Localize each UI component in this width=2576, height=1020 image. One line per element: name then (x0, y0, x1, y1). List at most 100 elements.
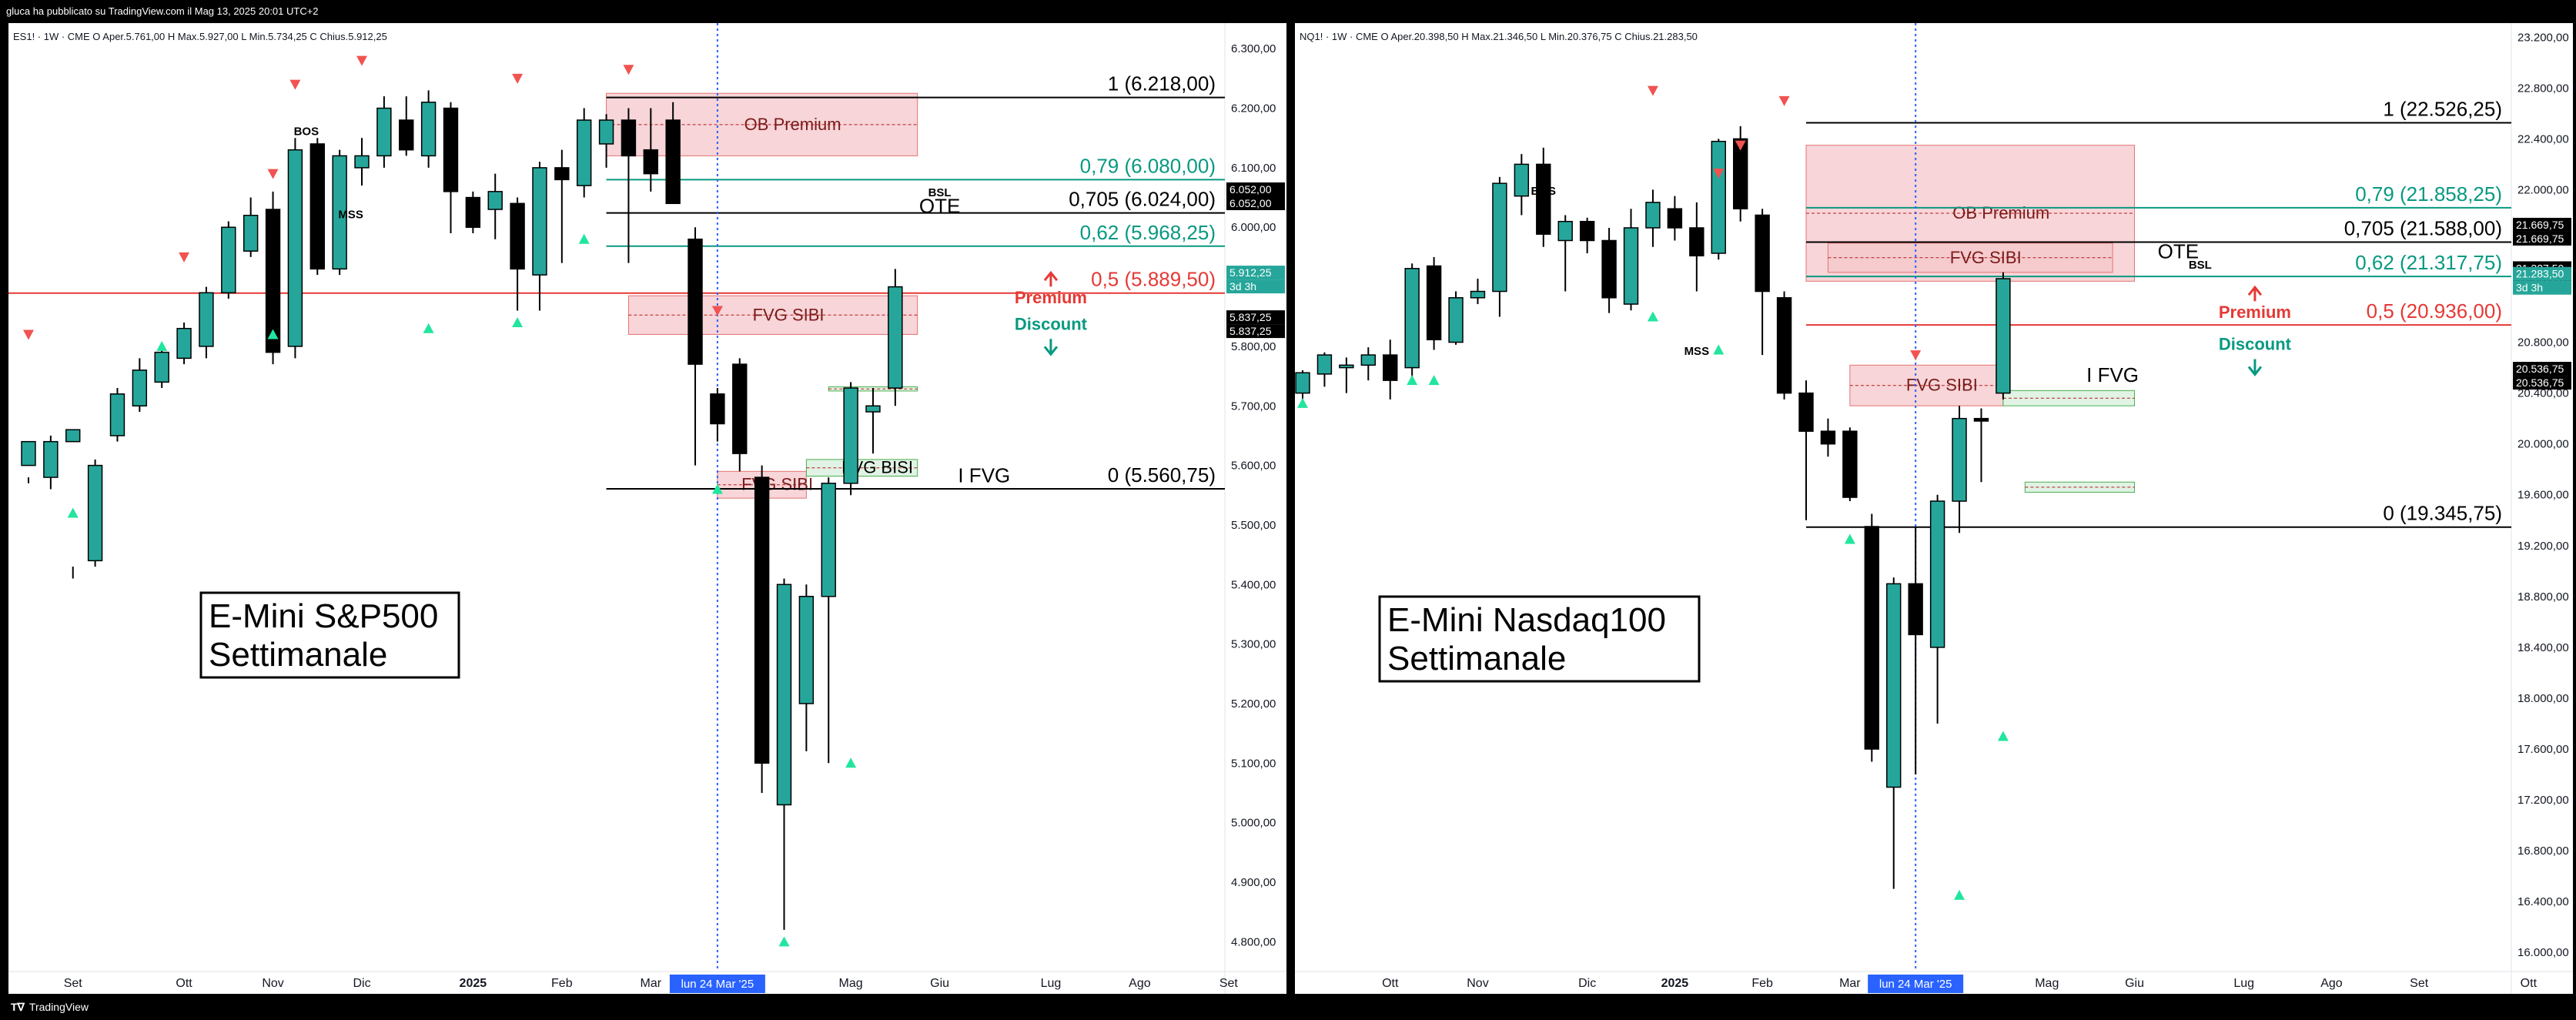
time-tick-label: Set (2410, 977, 2429, 990)
candle[interactable] (1776, 297, 1792, 394)
candle[interactable] (1886, 583, 1902, 788)
candle[interactable] (865, 405, 881, 413)
candle[interactable] (1820, 430, 1836, 445)
candle[interactable] (487, 191, 503, 210)
price-tick-label: 18.800,00 (2517, 590, 2569, 604)
price-tick-label: 23.200,00 (2517, 31, 2569, 44)
candle[interactable] (1404, 268, 1420, 369)
candle[interactable] (821, 483, 836, 597)
candle[interactable] (1492, 182, 1507, 293)
candle[interactable] (309, 143, 325, 270)
candle[interactable] (1295, 372, 1310, 394)
candle[interactable] (287, 149, 303, 347)
fib-label-2: 0,705 (6.024,00) (1069, 188, 1216, 211)
candle[interactable] (332, 155, 347, 270)
price-label-bg (1226, 266, 1285, 280)
candle[interactable] (621, 119, 637, 157)
candle[interactable] (1426, 265, 1442, 341)
candle[interactable] (1383, 354, 1398, 381)
candle[interactable] (1996, 278, 2011, 394)
candle[interactable] (199, 292, 214, 347)
candle[interactable] (443, 107, 459, 192)
candle[interactable] (532, 167, 547, 276)
candle[interactable] (1514, 163, 1530, 197)
zone-2[interactable] (1849, 364, 2004, 406)
candle[interactable] (1952, 417, 1967, 502)
candle[interactable] (1470, 290, 1486, 299)
chart-nq[interactable]: NQ1! · 1W · CME O Aper.20.398,50 H Max.2… (1295, 23, 2573, 994)
candle[interactable] (1316, 354, 1333, 375)
candle[interactable] (598, 119, 614, 145)
zone-label-2: FVG SIBI (741, 475, 813, 494)
candle[interactable] (376, 107, 392, 157)
candle[interactable] (754, 477, 770, 764)
price-tick-label: 19.600,00 (2517, 489, 2569, 502)
candle[interactable] (710, 393, 725, 425)
candle[interactable] (132, 370, 148, 407)
chart-es[interactable]: ES1! · 1W · CME O Aper.5.761,00 H Max.5.… (8, 23, 1286, 994)
candle[interactable] (1842, 430, 1858, 498)
candle[interactable] (465, 196, 481, 228)
annotation-mss: MSS (338, 209, 363, 222)
candle[interactable] (510, 202, 525, 270)
candle[interactable] (21, 440, 36, 467)
chart-panel-es[interactable]: ES1! · 1W · CME O Aper.5.761,00 H Max.5.… (8, 23, 1286, 994)
price-tick-label: 16.400,00 (2517, 895, 2569, 908)
candle[interactable] (354, 155, 370, 169)
candle[interactable] (1448, 297, 1464, 343)
candle[interactable] (1908, 583, 1923, 636)
candle[interactable] (1667, 208, 1683, 229)
candle[interactable] (1973, 417, 1989, 422)
candle[interactable] (732, 363, 748, 454)
swing-low-marker (423, 323, 434, 333)
candle[interactable] (420, 102, 437, 157)
candle[interactable] (1929, 500, 1945, 648)
candle[interactable] (776, 584, 792, 806)
candle[interactable] (243, 215, 259, 252)
candle[interactable] (65, 429, 81, 443)
candle[interactable] (1623, 227, 1639, 305)
candle[interactable] (1732, 138, 1748, 209)
candle[interactable] (1579, 220, 1595, 242)
tradingview-logo-icon: T∇ (11, 1001, 25, 1013)
price-label: 21.283,50 (2516, 268, 2564, 280)
candle[interactable] (1339, 364, 1354, 369)
candle[interactable] (1557, 220, 1573, 242)
candle[interactable] (1864, 526, 1880, 750)
candle[interactable] (554, 167, 570, 181)
candle[interactable] (265, 209, 281, 353)
candle[interactable] (1601, 239, 1617, 299)
time-tick-label: Giu (930, 977, 949, 990)
candle[interactable] (176, 327, 192, 360)
swing-low-marker (1713, 344, 1725, 355)
candle[interactable] (43, 440, 59, 478)
candle[interactable] (1360, 354, 1377, 366)
candle[interactable] (221, 226, 236, 294)
candle[interactable] (643, 149, 659, 175)
zone-label-1: FVG SIBI (1950, 248, 2022, 267)
price-tick-label: 5.700,00 (1231, 400, 1276, 413)
crosshair-label-bg (669, 975, 765, 993)
candle[interactable] (888, 286, 903, 389)
candle[interactable] (1689, 227, 1705, 257)
candle[interactable] (154, 351, 169, 383)
candle[interactable] (109, 393, 125, 436)
panel-divider[interactable] (1286, 23, 1295, 994)
candle[interactable] (798, 595, 815, 704)
candle[interactable] (87, 464, 103, 562)
candle[interactable] (1536, 163, 1551, 235)
candle[interactable] (843, 387, 858, 484)
candle[interactable] (399, 119, 414, 151)
chart-panel-nq[interactable]: NQ1! · 1W · CME O Aper.20.398,50 H Max.2… (1295, 23, 2573, 994)
candle[interactable] (687, 238, 703, 365)
candle[interactable] (1798, 392, 1814, 432)
candle[interactable] (576, 119, 592, 186)
candle[interactable] (665, 119, 681, 205)
price-tick-label: 6.100,00 (1231, 162, 1276, 175)
candle[interactable] (1755, 214, 1770, 293)
zone-1[interactable] (627, 295, 918, 335)
candle[interactable] (1645, 202, 1661, 229)
time-tick-label: Mag (839, 977, 863, 990)
candle[interactable] (1711, 140, 1726, 254)
annotation-mss: MSS (1684, 345, 1710, 358)
